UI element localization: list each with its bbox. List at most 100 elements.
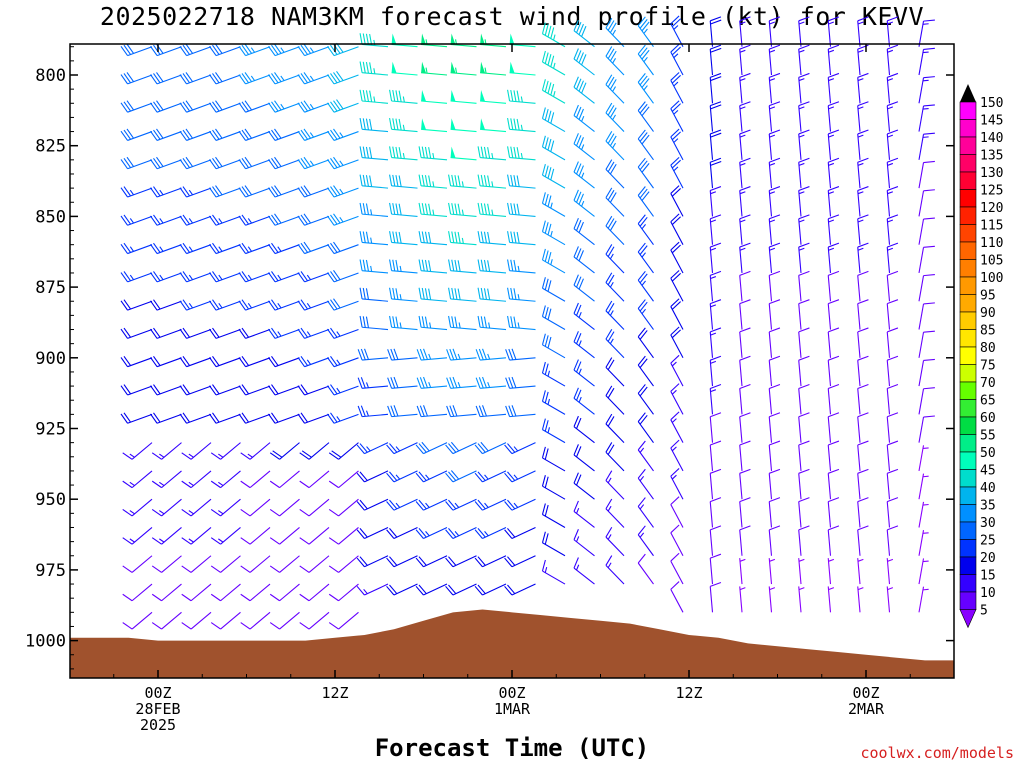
wind-barb [418,231,448,246]
wind-barb [327,213,359,226]
wind-barb [709,157,722,189]
wind-barb [179,186,212,198]
wind-barb [181,527,212,545]
wind-barb [238,242,271,255]
wind-barb [504,555,536,568]
wind-barb [327,241,359,255]
wind-barb [122,583,153,602]
wind-barb [299,555,330,573]
wind-barb [768,355,781,387]
wind-barb [918,586,929,613]
wind-barb [297,156,330,170]
wind-barb [475,376,507,389]
wind-barb [297,100,330,113]
wind-barb [421,90,448,104]
wind-barb [445,498,477,511]
wind-barb [768,101,781,132]
wind-barb [605,187,625,217]
wind-barb [416,405,448,418]
wind-barb [541,361,566,387]
wind-barb [120,43,153,57]
wind-barb [356,526,389,539]
wind-barb [389,315,418,331]
colorbar-swatch [959,381,977,400]
wind-barb [739,383,751,415]
wind-barb [474,470,507,483]
wind-barb [389,89,418,104]
wind-barb [359,315,389,331]
wind-barb [637,412,654,443]
wind-barb [240,611,271,630]
wind-barb [637,186,654,217]
wind-barb [474,526,507,539]
wind-barb [768,242,781,274]
wind-barb [418,202,448,217]
wind-barb [739,440,751,471]
wind-barb [238,271,271,283]
wind-barb [418,259,448,274]
wind-barb [573,472,595,500]
wind-barb [886,468,899,500]
wind-barb [605,272,625,302]
wind-barb [918,76,935,104]
wind-barb [709,581,722,613]
wind-barb [541,446,566,472]
wind-barb [573,387,595,415]
wind-barb [299,583,330,602]
wind-barb [637,101,654,132]
wind-barb [768,157,781,189]
colorbar-swatch [959,189,977,208]
wind-barb [918,501,929,528]
wind-barb [918,387,935,415]
wind-barb [359,259,389,274]
wind-barb [418,287,448,302]
wind-barb [150,327,182,339]
x-tick-label: 2MAR [848,700,885,718]
colorbar-label: 75 [980,359,996,374]
wind-barb [541,248,566,274]
wind-barb [269,527,300,545]
wind-barb [886,129,899,160]
colorbar-swatch [959,259,977,278]
wind-barb [150,355,182,368]
wind-barb [122,470,153,489]
wind-barb [507,202,536,217]
wind-barb [541,107,566,133]
wind-barb [768,186,781,217]
wind-barb [238,72,271,85]
wind-barb [605,131,625,161]
wind-barb [509,61,536,76]
wind-barb [637,468,654,500]
wind-barb [827,327,840,358]
wind-barb [450,61,477,76]
wind-barb [120,100,153,113]
wind-barb [605,244,625,274]
wind-barb [327,327,359,339]
wind-barb [421,61,448,76]
wind-barb [238,185,271,198]
wind-barb [886,101,899,132]
wind-barb [670,156,684,189]
wind-barb [857,497,869,528]
wind-barb [670,496,684,528]
wind-barb [709,270,722,302]
wind-barb [541,418,566,444]
wind-barb [798,525,810,556]
wind-barb [357,348,389,361]
wind-barb [857,327,869,358]
wind-barb [541,305,566,330]
wind-barb [480,61,507,76]
wind-barb [120,327,153,339]
wind-barb [827,186,840,217]
wind-barb [918,530,929,556]
colorbar-swatch [959,171,977,190]
colorbar-swatch [959,276,977,295]
wind-barb [541,163,566,189]
wind-barb [886,44,899,76]
wind-barb [798,558,805,585]
wind-barb [416,348,448,361]
wind-barb [768,383,781,415]
wind-barb [827,383,840,415]
wind-barb [150,128,182,141]
wind-barb [209,214,241,226]
